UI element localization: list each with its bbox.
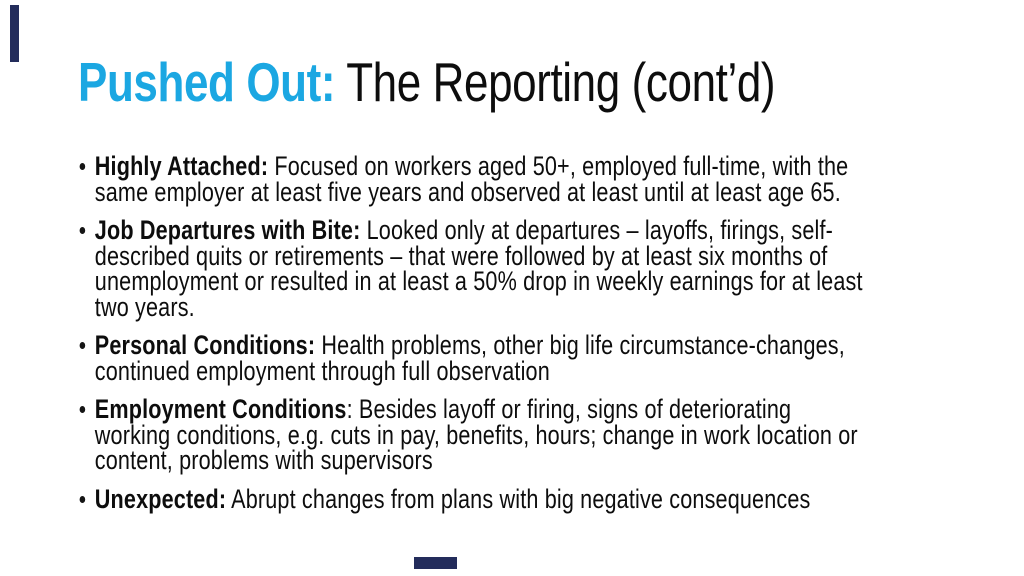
bullet-line: Job Departures with Bite: Looked only at…: [94, 215, 998, 245]
bullet-line: Highly Attached: Focused on workers aged…: [94, 151, 998, 181]
bullet-line: described quits or retirements – that we…: [94, 240, 828, 271]
bullet-line: unemployment or resulted in at least a 5…: [94, 266, 863, 296]
bullet-lead: Personal Conditions:: [94, 330, 316, 360]
slide-title: Pushed Out: The Reporting (cont’d): [78, 55, 776, 110]
slide-title-accent: Pushed Out:: [78, 51, 336, 113]
bullet-lead: Job Departures with Bite:: [94, 215, 361, 245]
bullet-text: Focused on workers aged 50+, employed fu…: [268, 151, 849, 181]
bullet-item-job-departures: Job Departures with Bite: Looked only at…: [78, 215, 998, 322]
bullet-line: content, problems with supervisors: [94, 445, 433, 475]
bullet-icon: [79, 406, 86, 413]
bullet-item-unexpected: Unexpected: Abrupt changes from plans wi…: [78, 483, 998, 514]
bullet-icon: [79, 342, 86, 349]
slide-title-rest: The Reporting (cont’d): [335, 51, 776, 113]
slide-edge-mark-bottom: [414, 557, 457, 569]
bullet-lead: Employment Conditions: [94, 394, 347, 424]
bullet-icon: [79, 495, 86, 503]
bullet-text: Looked only at departures – layoffs, fir…: [360, 215, 834, 245]
bullet-list: Highly Attached: Focused on workers aged…: [78, 151, 998, 525]
bullet-item-highly-attached: Highly Attached: Focused on workers aged…: [78, 151, 998, 207]
slide-edge-mark-top-left: [10, 5, 19, 62]
bullet-item-personal-conditions: Personal Conditions: Health problems, ot…: [78, 330, 998, 386]
bullet-line: two years.: [94, 291, 195, 322]
bullet-line: Unexpected: Abrupt changes from plans wi…: [94, 483, 998, 514]
bullet-line: Employment Conditions: Besides layoff or…: [94, 394, 998, 424]
bullet-icon: [79, 227, 86, 234]
bullet-text: Health problems, other big life circumst…: [315, 330, 845, 360]
bullet-item-employment-conditions: Employment Conditions: Besides layoff or…: [78, 394, 998, 475]
bullet-lead: Unexpected:: [94, 483, 227, 514]
bullet-line: continued employment through full observ…: [94, 355, 550, 386]
bullet-line: Personal Conditions: Health problems, ot…: [94, 330, 998, 360]
bullet-icon: [79, 163, 86, 170]
bullet-text: Abrupt changes from plans with big negat…: [226, 483, 811, 514]
bullet-line: working conditions, e.g. cuts in pay, be…: [94, 419, 858, 450]
bullet-text: : Besides layoff or firing, signs of det…: [346, 394, 792, 424]
bullet-lead: Highly Attached:: [94, 151, 269, 181]
bullet-line: same employer at least five years and ob…: [94, 176, 841, 207]
